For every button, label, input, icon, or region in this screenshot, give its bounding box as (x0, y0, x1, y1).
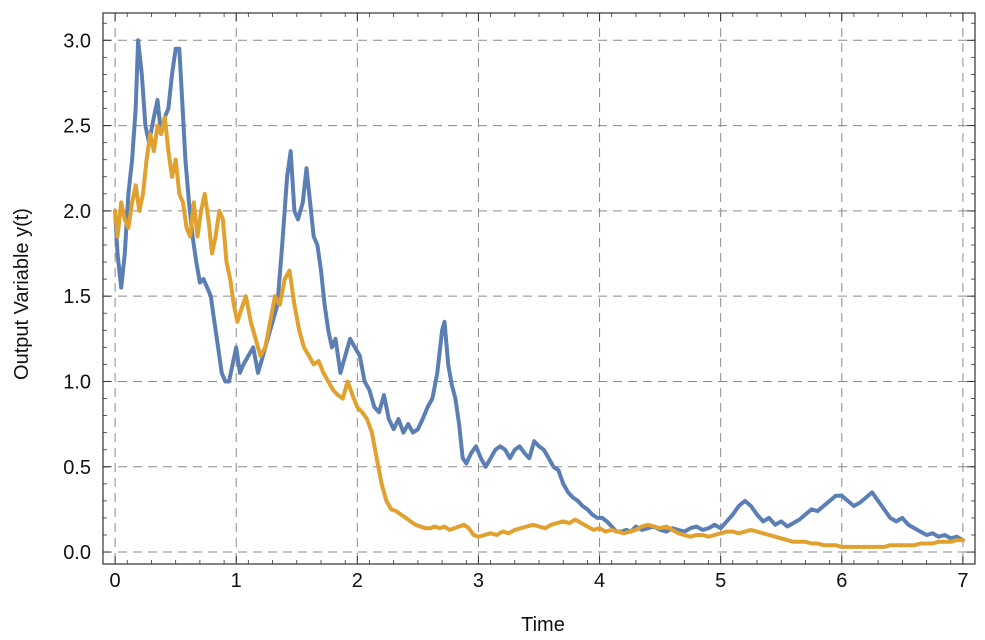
axis-labels: Time Output Variable y(t) (11, 208, 565, 636)
grid-lines (103, 13, 975, 564)
x-tick-label: 6 (836, 570, 847, 592)
series-line-2 (113, 115, 965, 549)
x-tick-label: 0 (110, 570, 121, 592)
y-tick-label: 1.5 (63, 286, 91, 308)
y-tick-label: 0.0 (63, 542, 91, 564)
x-tick-label: 1 (231, 570, 242, 592)
x-tick-label: 3 (473, 570, 484, 592)
y-tick-label: 2.0 (63, 201, 91, 223)
series-line-1 (113, 38, 965, 543)
x-tick-label: 4 (594, 570, 605, 592)
x-tick-label: 2 (352, 570, 363, 592)
y-tick-label: 3.0 (63, 30, 91, 52)
y-tick-label: 1.0 (63, 371, 91, 393)
y-tick-label: 2.5 (63, 116, 91, 138)
y-axis-label: Output Variable y(t) (11, 208, 33, 380)
data-series (113, 38, 965, 549)
x-axis-label: Time (521, 614, 565, 636)
x-tick-label: 5 (715, 570, 726, 592)
y-tick-label: 0.5 (63, 457, 91, 479)
axis-ticks: 0 1 2 3 4 5 6 7 0.0 0.5 1.0 1.5 2.0 2.5 3.0 (63, 13, 976, 592)
x-tick-label: 7 (957, 570, 968, 592)
